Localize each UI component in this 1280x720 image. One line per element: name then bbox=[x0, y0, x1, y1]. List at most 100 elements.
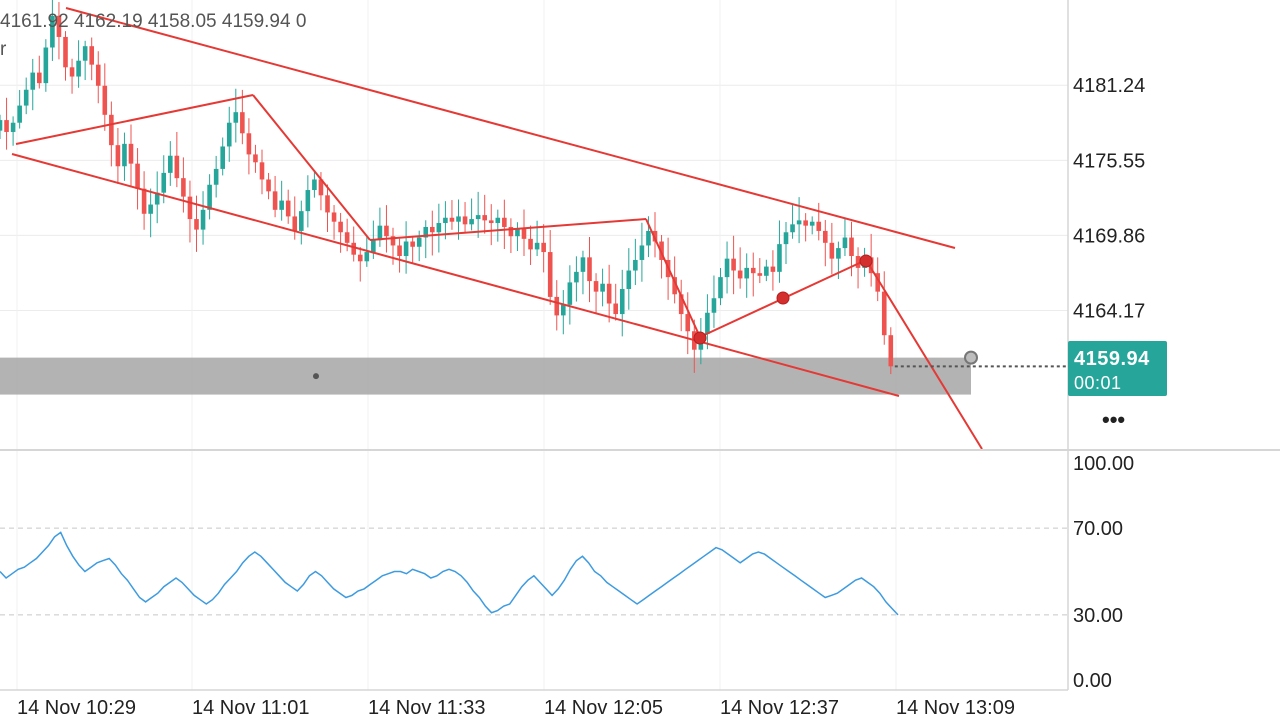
candle-body bbox=[50, 15, 55, 48]
candle-body bbox=[855, 256, 861, 268]
candle bbox=[462, 202, 468, 234]
candle bbox=[312, 171, 317, 198]
candle bbox=[141, 171, 147, 230]
candle bbox=[272, 175, 278, 218]
candle-body bbox=[397, 245, 402, 257]
candle-body bbox=[705, 312, 710, 334]
candle-body bbox=[606, 283, 612, 304]
zigzag-line[interactable] bbox=[369, 218, 647, 241]
candle bbox=[305, 175, 311, 228]
candle-body bbox=[541, 242, 546, 253]
candle-body bbox=[488, 220, 494, 224]
candle-body bbox=[443, 217, 448, 224]
candle-body bbox=[534, 242, 540, 250]
channel-lower-line[interactable] bbox=[11, 153, 900, 397]
candle bbox=[89, 37, 94, 81]
candle bbox=[587, 236, 592, 303]
time-axis[interactable]: 14 Nov 10:29 14 Nov 11:01 14 Nov 11:33 14 N… bbox=[17, 697, 1015, 719]
support-zone-anchor-dot[interactable] bbox=[313, 373, 319, 380]
candle bbox=[777, 220, 782, 283]
candle-body bbox=[272, 191, 278, 210]
candle-body bbox=[371, 240, 376, 253]
candle bbox=[639, 222, 645, 282]
candle-body bbox=[187, 196, 193, 220]
candles bbox=[0, 0, 894, 375]
ohlc-legend: 4161.92 4162.19 4158.05 4159.94 0 bbox=[0, 11, 306, 32]
time-grid bbox=[16, 0, 897, 690]
candle bbox=[50, 0, 55, 61]
candle-body bbox=[888, 335, 894, 367]
candle-body bbox=[842, 237, 848, 249]
candle bbox=[744, 253, 749, 298]
pattern-point-marker[interactable] bbox=[859, 254, 873, 268]
candle-body bbox=[299, 211, 304, 231]
candle bbox=[423, 220, 429, 259]
candle bbox=[796, 197, 802, 244]
time-tick-label: 14 Nov 12:37 bbox=[720, 697, 839, 719]
zigzag-line[interactable] bbox=[645, 218, 701, 338]
candle bbox=[508, 218, 514, 254]
candle-body bbox=[285, 200, 291, 217]
candle-body bbox=[207, 184, 212, 210]
candle-body bbox=[764, 266, 769, 276]
candle-body bbox=[528, 238, 533, 250]
candle bbox=[403, 221, 409, 274]
candle-body bbox=[836, 248, 841, 259]
candle-body bbox=[30, 72, 36, 90]
candle bbox=[764, 259, 769, 282]
candle-body bbox=[685, 314, 691, 332]
projection-line[interactable] bbox=[865, 259, 983, 450]
indicator-line bbox=[0, 531, 899, 616]
pattern-point-marker[interactable] bbox=[693, 331, 707, 345]
candle-body bbox=[554, 296, 560, 316]
trend-drawings[interactable] bbox=[11, 7, 983, 450]
support-zone-handle[interactable] bbox=[964, 350, 978, 365]
candle bbox=[351, 226, 356, 262]
candle bbox=[384, 205, 389, 253]
candle bbox=[279, 180, 284, 221]
more-options-button[interactable]: ••• bbox=[1102, 407, 1125, 432]
indicator-axis[interactable]: 100.00 70.00 30.00 0.00 bbox=[1073, 453, 1134, 692]
candle-body bbox=[141, 188, 147, 214]
candle-body bbox=[423, 226, 429, 238]
candle bbox=[56, 2, 62, 60]
candle bbox=[128, 124, 134, 188]
candle-body bbox=[561, 304, 566, 316]
candle bbox=[633, 238, 638, 285]
candle-body bbox=[312, 179, 317, 191]
candle bbox=[200, 191, 206, 245]
candle bbox=[619, 269, 625, 337]
candle-body bbox=[377, 225, 383, 241]
candle bbox=[292, 196, 298, 240]
indicator-tick-label: 0.00 bbox=[1073, 670, 1112, 692]
candle bbox=[855, 247, 861, 289]
time-tick-label: 14 Nov 11:01 bbox=[192, 697, 310, 719]
candle bbox=[475, 191, 481, 238]
candle-body bbox=[4, 120, 9, 132]
candle-body bbox=[567, 282, 573, 305]
price-axis[interactable]: 4181.24 4175.55 4169.86 4164.17 bbox=[1073, 75, 1145, 322]
indicator-tick-label: 100.00 bbox=[1073, 453, 1134, 475]
candle-body bbox=[233, 112, 239, 123]
candle bbox=[770, 250, 776, 291]
candle bbox=[213, 155, 219, 198]
candle-body bbox=[161, 172, 167, 193]
zigzag-line[interactable] bbox=[15, 94, 254, 145]
candle-body bbox=[403, 241, 409, 257]
channel-upper-line[interactable] bbox=[65, 7, 956, 249]
candle-body bbox=[724, 258, 730, 278]
candle-body bbox=[325, 195, 330, 213]
candle-body bbox=[351, 242, 356, 255]
indicator-pane[interactable] bbox=[0, 527, 1068, 616]
pattern-point-marker[interactable] bbox=[776, 291, 790, 305]
candle-body bbox=[482, 215, 487, 221]
price-tick-label: 4181.24 bbox=[1073, 75, 1145, 97]
candle-body bbox=[626, 270, 632, 290]
main-pane[interactable] bbox=[0, 0, 1068, 690]
support-zone[interactable] bbox=[0, 357, 971, 395]
zigzag-line[interactable] bbox=[252, 94, 371, 241]
candle-body bbox=[783, 232, 789, 245]
candle bbox=[4, 97, 9, 150]
candle-body bbox=[266, 179, 271, 192]
